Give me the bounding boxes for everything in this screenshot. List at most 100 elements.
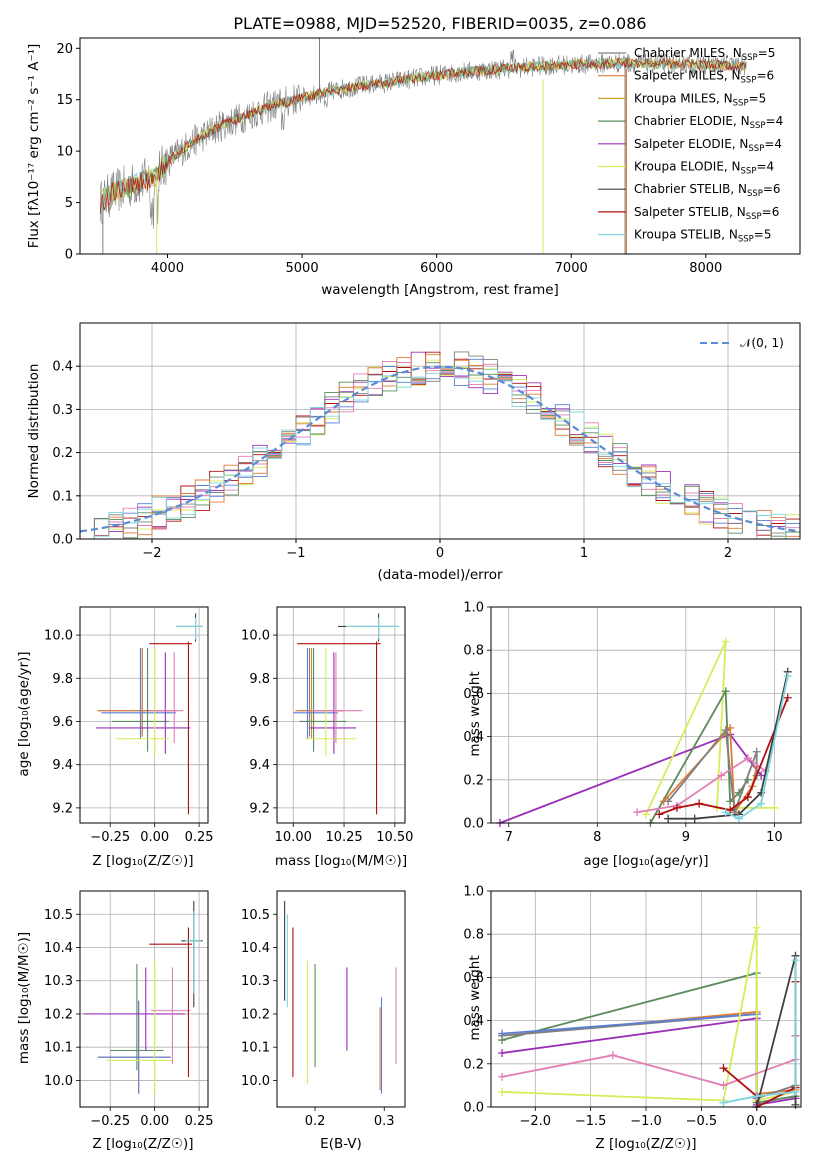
weight-marker xyxy=(735,814,743,823)
model-spectrum-kroupa_elodie xyxy=(99,58,747,214)
x-tick-label: 5000 xyxy=(286,261,319,276)
age-vs-Z-xlabel: Z [log₁₀(Z/Z☉)] xyxy=(92,853,193,869)
residuals-xlabel: (data-model)/error xyxy=(377,567,503,583)
age-vs-Z-ylabel: age [log₁₀(age/yr)] xyxy=(16,651,32,776)
weight-marker xyxy=(664,797,673,806)
x-tick-label: 0.2 xyxy=(305,1114,326,1129)
x-tick-label: −1.0 xyxy=(630,1114,662,1129)
weight-marker xyxy=(655,810,664,819)
y-tick-label: 9.6 xyxy=(52,715,73,730)
weight-marker xyxy=(719,1081,728,1090)
x-tick-label: 0.25 xyxy=(185,830,214,845)
x-tick-label: 0.25 xyxy=(185,1114,214,1129)
residuals-legend: 𝒩(0, 1) xyxy=(700,336,784,350)
weight-marker xyxy=(783,672,792,681)
weight-marker xyxy=(752,923,761,932)
y-tick-label: 9.8 xyxy=(52,672,73,687)
weight-marker xyxy=(791,1100,800,1109)
mass-vs-ebv-xlabel: E(B-V) xyxy=(320,1136,362,1152)
y-tick-label: 10.4 xyxy=(44,941,73,956)
x-tick-label: 10.50 xyxy=(376,830,413,845)
weight-line-blue xyxy=(502,1013,757,1035)
legend-entry: Salpeter STELIB, NSSP=6 xyxy=(634,205,779,222)
axes-frame xyxy=(276,890,406,1108)
axes-frame xyxy=(490,890,802,1108)
x-tick-label: 8000 xyxy=(689,261,722,276)
weight-vs-metallicity-panel: −2.0 −1.5 −1.0 −0.5 0.0 0.0 0.2 0.4 0.6 0.8 1.0 xyxy=(463,885,802,1129)
spectrum-ylabel: Flux [fλ10⁻¹⁷ erg cm⁻² s⁻¹ A⁻¹] xyxy=(26,44,42,249)
y-tick-label: 9.4 xyxy=(52,758,73,773)
residuals-ylabel: Normed distribution xyxy=(26,364,42,499)
weight-vs-Z-xlabel: Z [log₁₀(Z/Z☉)] xyxy=(595,1136,696,1152)
x-tick-label: 4000 xyxy=(151,261,184,276)
y-tick-label: 0.4 xyxy=(52,360,73,375)
y-tick-label: 0.2 xyxy=(463,1057,484,1072)
y-tick-label: 0.6 xyxy=(463,971,484,986)
weight-marker xyxy=(721,637,730,646)
x-tick-label: 6000 xyxy=(420,261,453,276)
y-tick-label: 10.0 xyxy=(241,629,270,644)
y-tick-label: 10.5 xyxy=(241,908,270,923)
y-tick-label: 0.3 xyxy=(52,403,73,418)
x-tick-label: −0.25 xyxy=(90,1114,130,1129)
weight-marker xyxy=(721,726,730,735)
y-tick-label: 10.4 xyxy=(241,941,270,956)
x-tick-label: −1 xyxy=(286,546,305,561)
x-tick-label: 9 xyxy=(682,830,690,845)
x-tick-label: 7 xyxy=(505,830,513,845)
y-tick-label: 10.0 xyxy=(44,1074,73,1089)
x-tick-label: 0.0 xyxy=(746,1114,767,1129)
y-tick-label: 0.1 xyxy=(52,489,73,504)
x-tick-label: −2.0 xyxy=(519,1114,551,1129)
y-tick-label: 0.2 xyxy=(52,446,73,461)
y-tick-label: 0.0 xyxy=(463,817,484,832)
y-tick-label: 10.2 xyxy=(44,1007,73,1022)
y-tick-label: 10.5 xyxy=(44,908,73,923)
y-tick-label: 10.1 xyxy=(241,1041,270,1056)
y-tick-label: 10.0 xyxy=(241,1074,270,1089)
weight-marker xyxy=(608,1051,617,1060)
y-tick-label: 1.0 xyxy=(463,601,484,616)
weight-vs-age-xlabel: age [log₁₀(age/yr)] xyxy=(583,853,708,869)
legend-entry: Chabrier STELIB, NSSP=6 xyxy=(634,182,781,199)
weight-marker xyxy=(719,1098,728,1107)
x-tick-label: −0.5 xyxy=(686,1114,718,1129)
histogram-kroupa_stelib xyxy=(80,366,800,540)
weight-marker xyxy=(757,799,766,808)
x-tick-label: 2 xyxy=(724,546,732,561)
weight-marker xyxy=(498,1049,507,1057)
axes-frame xyxy=(490,606,802,824)
weight-marker xyxy=(726,723,735,732)
y-tick-label: 20 xyxy=(56,42,73,57)
y-tick-label: 9.6 xyxy=(249,715,270,730)
weight-line-kroupa_stelib xyxy=(725,675,789,820)
y-tick-label: 15 xyxy=(56,93,73,108)
age-vs-mass-xlabel: mass [log₁₀(M/M☉)] xyxy=(275,853,407,869)
y-tick-label: 10.3 xyxy=(241,974,270,989)
x-tick-label: 0 xyxy=(436,546,444,561)
spectrum-panel: 4000 5000 6000 7000 8000 0 5 10 15 20 Chabrier MIL… xyxy=(56,37,801,276)
x-tick-label: 10.00 xyxy=(275,830,312,845)
y-tick-label: 9.4 xyxy=(249,758,270,773)
model-spectrum-salpeter_stelib xyxy=(99,56,747,214)
y-tick-label: 0.4 xyxy=(463,730,484,745)
y-tick-label: 10.0 xyxy=(44,629,73,644)
axes-frame xyxy=(79,322,801,540)
weight-marker xyxy=(633,808,642,817)
weight-marker xyxy=(673,803,681,812)
mass-vs-Z-ylabel: mass [log₁₀(M/M☉)] xyxy=(16,932,32,1064)
x-tick-label: 0.3 xyxy=(374,1114,395,1129)
residuals-legend-label: 𝒩(0, 1) xyxy=(740,336,784,350)
axes-frame xyxy=(276,606,406,824)
weight-marker xyxy=(690,814,699,823)
y-tick-label: 0.0 xyxy=(463,1101,484,1116)
weight-marker xyxy=(664,814,673,823)
weight-marker xyxy=(717,771,726,780)
legend-entry: Salpeter MILES, NSSP=6 xyxy=(634,69,774,86)
weight-marker xyxy=(498,1029,507,1038)
normal-curve xyxy=(79,365,801,533)
y-tick-label: 0.6 xyxy=(463,687,484,702)
y-tick-label: 10 xyxy=(56,145,73,160)
weight-line-kroupa_stelib xyxy=(723,960,797,1104)
